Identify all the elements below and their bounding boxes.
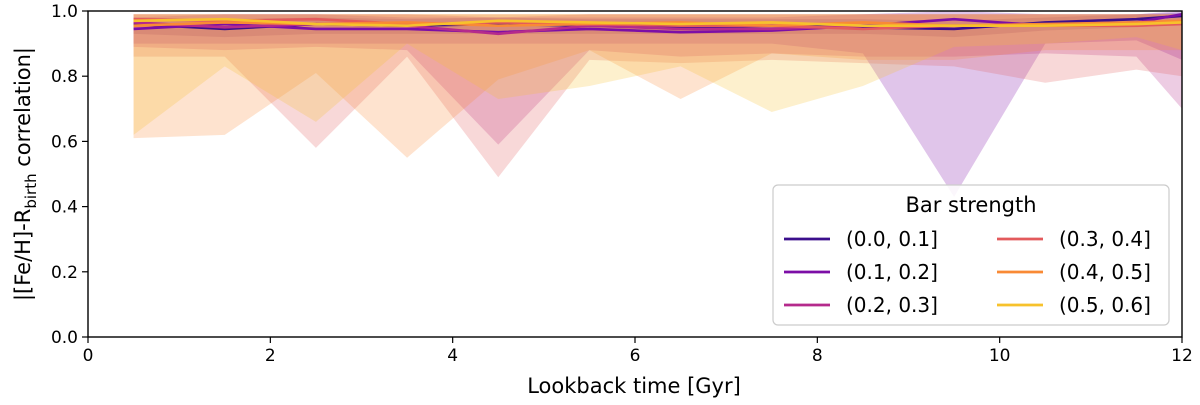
- x-tick-label: 8: [812, 346, 823, 366]
- legend-title: Bar strength: [905, 193, 1036, 217]
- legend-label-3: (0.2, 0.3]: [846, 293, 938, 317]
- y-axis-label-suffix: correlation|: [11, 47, 36, 173]
- y-axis-label-prefix: |[Fe/H]-R: [11, 209, 36, 301]
- band-series-3: [133, 14, 1182, 145]
- x-tick-label: 6: [630, 346, 641, 366]
- x-tick-label: 12: [1171, 346, 1193, 366]
- legend-label-5: (0.4, 0.5]: [1059, 260, 1151, 284]
- x-tick-label: 2: [265, 346, 276, 366]
- y-tick-label: 0.2: [51, 263, 78, 283]
- y-tick-label: 0.4: [51, 198, 78, 218]
- y-ticks: 0.0 0.2 0.4 0.6 0.8 1.0: [51, 2, 88, 348]
- legend-label-6: (0.5, 0.6]: [1059, 293, 1151, 317]
- series-lines: [133, 12, 1182, 36]
- legend-frame: [772, 184, 1170, 326]
- line-series-6: [133, 17, 1182, 27]
- band-series-6: [133, 14, 1182, 135]
- band-series-2: [133, 11, 1182, 197]
- legend-label-1: (0.0, 0.1]: [846, 227, 938, 251]
- x-axis-label: Lookback time [Gyr]: [527, 374, 741, 398]
- legend-label-4: (0.3, 0.4]: [1059, 227, 1151, 251]
- y-axis-label: |[Fe/H]-Rbirth correlation|: [11, 47, 40, 301]
- x-ticks: 0 2 4 6 8 10 12: [83, 337, 1193, 366]
- band-series-5: [133, 14, 1182, 158]
- y-axis-label-subscript: birth: [22, 173, 40, 208]
- legend-label-2: (0.1, 0.2]: [846, 260, 938, 284]
- y-tick-label: 1.0: [51, 2, 78, 22]
- y-tick-label: 0.8: [51, 67, 78, 87]
- y-tick-label: 0.6: [51, 132, 78, 152]
- y-tick-label: 0.0: [51, 328, 78, 348]
- band-series-4: [133, 14, 1182, 178]
- confidence-bands: [133, 11, 1182, 197]
- x-tick-label: 0: [83, 346, 94, 366]
- legend: Bar strength (0.0, 0.1] (0.1, 0.2] (0.2, 0…: [772, 184, 1170, 326]
- x-tick-label: 4: [447, 346, 458, 366]
- x-tick-label: 10: [989, 346, 1011, 366]
